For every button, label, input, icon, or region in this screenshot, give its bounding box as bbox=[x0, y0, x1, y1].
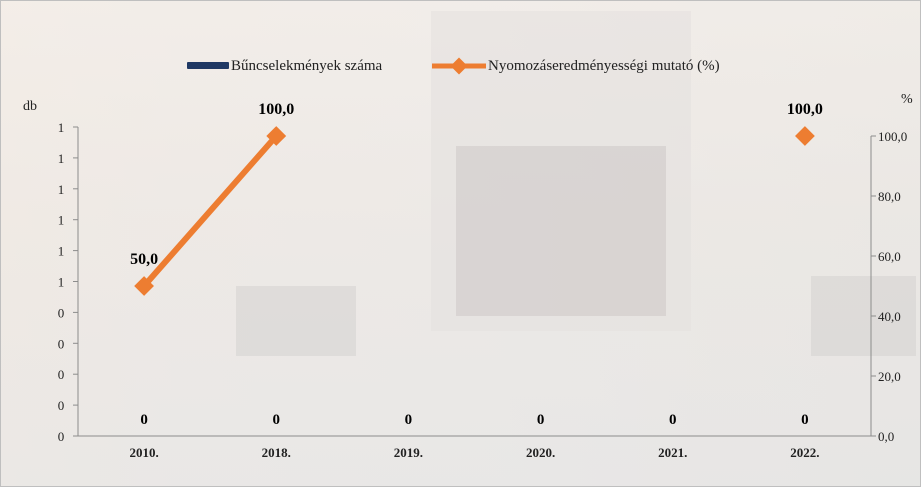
left-axis-tick-label: 0 bbox=[58, 336, 65, 351]
right-axis-ticks: 0,0 20,0 40,0 60,0 80,0 100,0 bbox=[871, 129, 907, 444]
line-point-marker bbox=[795, 126, 815, 146]
x-axis-ticks: 2010. 2018. 2019. 2020. 2021. 2022. bbox=[129, 445, 819, 460]
x-axis-tick-label: 2020. bbox=[526, 445, 555, 460]
hedge bbox=[236, 286, 356, 356]
bar-data-label: 0 bbox=[537, 412, 545, 428]
line-data-labels: 50,0 100,0 100,0 bbox=[130, 101, 823, 268]
x-axis-tick-label: 2018. bbox=[262, 445, 291, 460]
left-axis-tick-label: 1 bbox=[58, 120, 65, 135]
line-data-label: 50,0 bbox=[130, 251, 158, 268]
left-axis-tick-label: 1 bbox=[58, 213, 65, 228]
right-axis-tick-label: 80,0 bbox=[878, 189, 901, 204]
right-axis-unit: % bbox=[901, 92, 913, 107]
x-axis-tick-label: 2019. bbox=[394, 445, 423, 460]
line-data-label: 100,0 bbox=[258, 101, 294, 118]
x-axis-tick-label: 2021. bbox=[658, 445, 687, 460]
left-axis-tick-label: 1 bbox=[58, 275, 65, 290]
left-axis-tick-label: 0 bbox=[58, 367, 65, 382]
bar-data-label: 0 bbox=[801, 412, 809, 428]
right-axis-tick-label: 100,0 bbox=[878, 129, 907, 144]
line-series bbox=[134, 126, 815, 296]
legend-bar-swatch bbox=[187, 62, 229, 69]
line-point-marker bbox=[266, 126, 287, 146]
legend: Bűncselekmények száma Nyomozáseredményes… bbox=[187, 57, 720, 75]
left-axis-tick-label: 1 bbox=[58, 182, 65, 197]
x-axis-tick-label: 2010. bbox=[129, 445, 158, 460]
right-axis-tick-label: 20,0 bbox=[878, 369, 901, 384]
legend-line-label: Nyomozáseredményességi mutató (%) bbox=[488, 58, 720, 74]
left-axis-tick-label: 1 bbox=[58, 244, 65, 259]
left-axis-tick-label: 1 bbox=[58, 151, 65, 166]
legend-bar-label: Bűncselekmények száma bbox=[231, 58, 383, 74]
line-segment bbox=[141, 133, 280, 289]
bar-data-label: 0 bbox=[669, 412, 677, 428]
bar-data-labels: 0 0 0 0 0 0 bbox=[140, 412, 808, 428]
building-entrance bbox=[456, 146, 666, 316]
left-axis-tick-label: 0 bbox=[58, 429, 65, 444]
bar-data-label: 0 bbox=[273, 412, 281, 428]
hedge bbox=[811, 276, 916, 356]
line-data-label: 100,0 bbox=[787, 101, 823, 118]
left-axis-ticks: 0 0 0 0 0 1 1 1 1 1 1 bbox=[58, 120, 78, 444]
left-axis-tick-label: 0 bbox=[58, 305, 65, 320]
axes bbox=[77, 127, 872, 437]
right-axis-tick-label: 0,0 bbox=[878, 429, 894, 444]
bar-data-label: 0 bbox=[405, 412, 413, 428]
x-axis-tick-label: 2022. bbox=[790, 445, 819, 460]
line-point-marker bbox=[134, 276, 154, 296]
left-axis-tick-label: 0 bbox=[58, 398, 65, 413]
right-axis-tick-label: 60,0 bbox=[878, 249, 901, 264]
bar-data-label: 0 bbox=[140, 412, 148, 428]
legend-line-marker bbox=[450, 57, 468, 75]
right-axis-tick-label: 40,0 bbox=[878, 309, 901, 324]
left-axis-unit: db bbox=[23, 99, 37, 114]
